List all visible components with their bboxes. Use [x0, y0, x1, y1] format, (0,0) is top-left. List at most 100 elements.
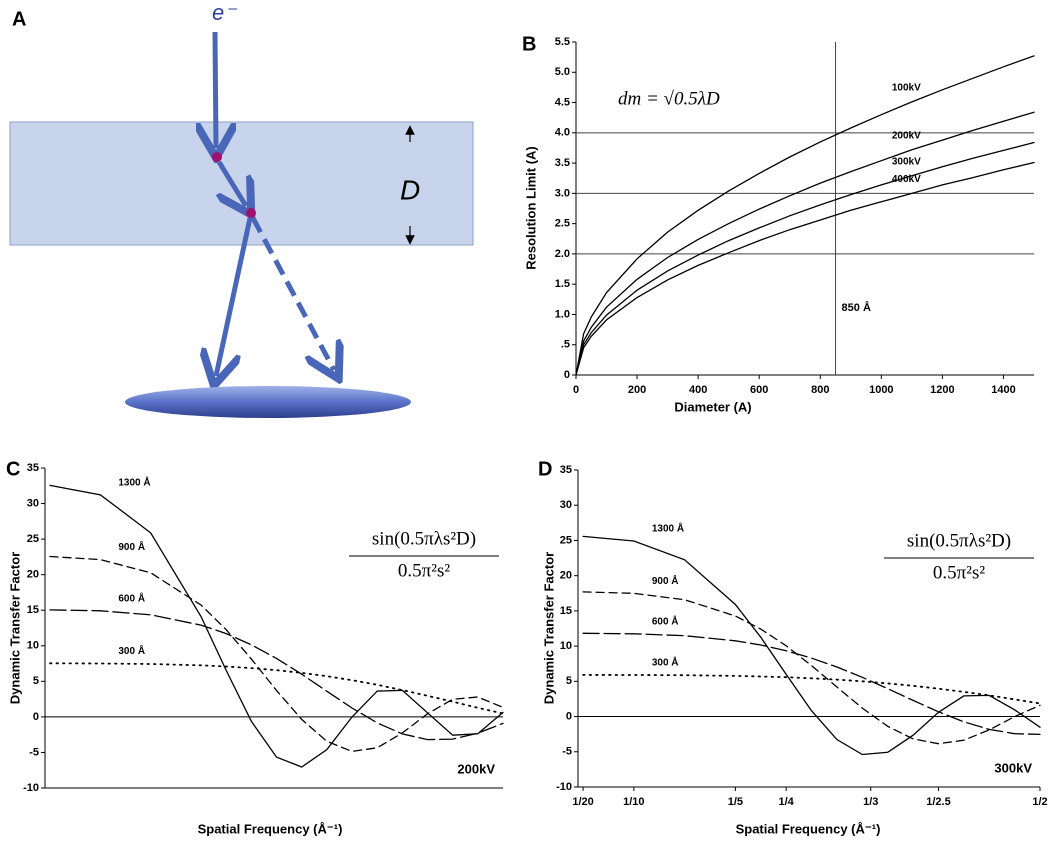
y-tick-label: 15	[560, 605, 572, 617]
series-line	[582, 632, 1041, 736]
x-axis-label: Spatial Frequency (Å⁻¹)	[736, 821, 881, 836]
x-tick-label: 1/5	[728, 796, 743, 808]
y-tick-label: 10	[27, 640, 39, 652]
y-tick-label: 1.0	[555, 308, 570, 320]
series-line	[582, 591, 1041, 745]
y-tick-label: -5	[562, 746, 572, 758]
series-label: 400kV	[892, 174, 921, 185]
exit-beam-dashed	[250, 216, 334, 370]
formula-denominator: 0.5π²s²	[933, 562, 985, 583]
series-label: 1300 Å	[652, 522, 684, 535]
formula-numerator: sin(0.5πλs²D)	[372, 528, 476, 549]
y-tick-label: 1.5	[555, 278, 570, 290]
series-label: 600 Å	[652, 614, 679, 627]
x-axis-label: Diameter (A)	[674, 399, 751, 414]
x-tick-label: 0	[573, 384, 579, 396]
series-line	[582, 674, 1041, 705]
y-tick-label: 35	[27, 462, 39, 474]
detector	[125, 386, 411, 418]
y-tick-label: 5.5	[555, 36, 570, 48]
series-line	[575, 55, 1035, 376]
y-axis-label: Resolution Limit (A)	[523, 146, 538, 270]
formula-numerator: sin(0.5πλs²D)	[907, 530, 1011, 551]
scatter-point	[212, 152, 222, 162]
x-tick-label: 1/4	[779, 796, 795, 808]
x-tick-label: 1200	[930, 384, 954, 396]
series-line	[575, 141, 1035, 376]
x-tick-label: 1/20	[572, 796, 593, 808]
incident-beam	[215, 31, 216, 148]
x-tick-label: 800	[811, 384, 829, 396]
chart-panel: C Dynamic Transfer Factor Spatial Frequenc…	[6, 458, 504, 836]
series-label: 100kV	[892, 83, 921, 94]
x-tick-label: 1/2.5	[926, 796, 950, 808]
series-line	[49, 555, 504, 753]
series-label: 300kV	[892, 156, 921, 167]
y-tick-label: 15	[27, 604, 39, 616]
x-tick-label: 1000	[869, 384, 893, 396]
exit-beam	[216, 217, 253, 376]
annotation: 200kV	[457, 761, 495, 776]
y-tick-label: 2.5	[555, 218, 570, 230]
reference-label: 850 Å	[842, 301, 871, 314]
y-tick-label: -10	[556, 781, 572, 793]
y-tick-label: 0	[564, 369, 570, 381]
y-tick-label: 30	[560, 499, 572, 511]
y-tick-label: -10	[23, 782, 39, 794]
x-tick-label: 1/3	[863, 796, 878, 808]
series-label: 300 Å	[118, 644, 145, 657]
chart-panel: D Dynamic Transfer Factor Spatial Frequenc…	[538, 458, 1048, 836]
series-label: 1300 Å	[118, 475, 150, 488]
y-tick-label: 5	[566, 675, 572, 687]
y-tick-label: 2.0	[555, 248, 570, 260]
y-tick-label: 5.0	[555, 66, 570, 78]
y-tick-label: 4.0	[555, 127, 570, 139]
y-tick-label: 4.5	[555, 96, 570, 108]
x-tick-label: 1/10	[623, 796, 644, 808]
y-tick-label: 0	[566, 710, 572, 722]
scatter-point	[246, 208, 256, 218]
annotation: 300kV	[994, 760, 1032, 775]
series-line	[49, 609, 504, 741]
panel-label: D	[538, 458, 552, 480]
formula: dm = √0.5λD	[618, 88, 720, 109]
panel-a: A e⁻ D	[9, 0, 474, 418]
series-label: 300 Å	[652, 656, 679, 669]
series-line	[49, 484, 504, 768]
y-tick-label: 25	[27, 533, 39, 545]
x-tick-label: 1400	[991, 384, 1015, 396]
series-line	[49, 662, 504, 715]
x-tick-label: 1/2	[1032, 796, 1047, 808]
panel-label: B	[522, 33, 536, 55]
panel-label: C	[6, 458, 20, 480]
series-label: 200kV	[892, 130, 921, 141]
y-axis-label: Dynamic Transfer Factor	[7, 552, 22, 704]
x-axis-label: Spatial Frequency (Å⁻¹)	[198, 821, 343, 836]
y-axis-label: Dynamic Transfer Factor	[541, 552, 556, 704]
y-tick-label: 5	[33, 675, 39, 687]
series-label: 900 Å	[118, 540, 145, 553]
y-tick-label: 20	[560, 570, 572, 582]
y-tick-label: 25	[560, 534, 572, 546]
thickness-label: D	[400, 174, 420, 205]
y-tick-label: 3.0	[555, 187, 570, 199]
panel-label: A	[12, 8, 26, 30]
chart-panel: B Resolution Limit (A) Diameter (A) 0 .5 1.0 1…	[522, 33, 1035, 414]
y-tick-label: 35	[560, 464, 572, 476]
series-line	[575, 161, 1035, 376]
y-tick-label: -5	[29, 746, 39, 758]
x-tick-label: 400	[689, 384, 707, 396]
x-tick-label: 600	[750, 384, 768, 396]
series-line	[582, 535, 1041, 756]
series-label: 600 Å	[118, 591, 145, 604]
y-tick-label: .5	[561, 339, 570, 351]
series-line	[575, 111, 1035, 376]
electron-label: e⁻	[212, 0, 238, 25]
y-tick-label: 10	[560, 640, 572, 652]
y-tick-label: 0	[33, 711, 39, 723]
x-tick-label: 200	[628, 384, 646, 396]
series-label: 900 Å	[652, 574, 679, 587]
y-tick-label: 3.5	[555, 157, 570, 169]
scattered-beam	[219, 160, 246, 206]
